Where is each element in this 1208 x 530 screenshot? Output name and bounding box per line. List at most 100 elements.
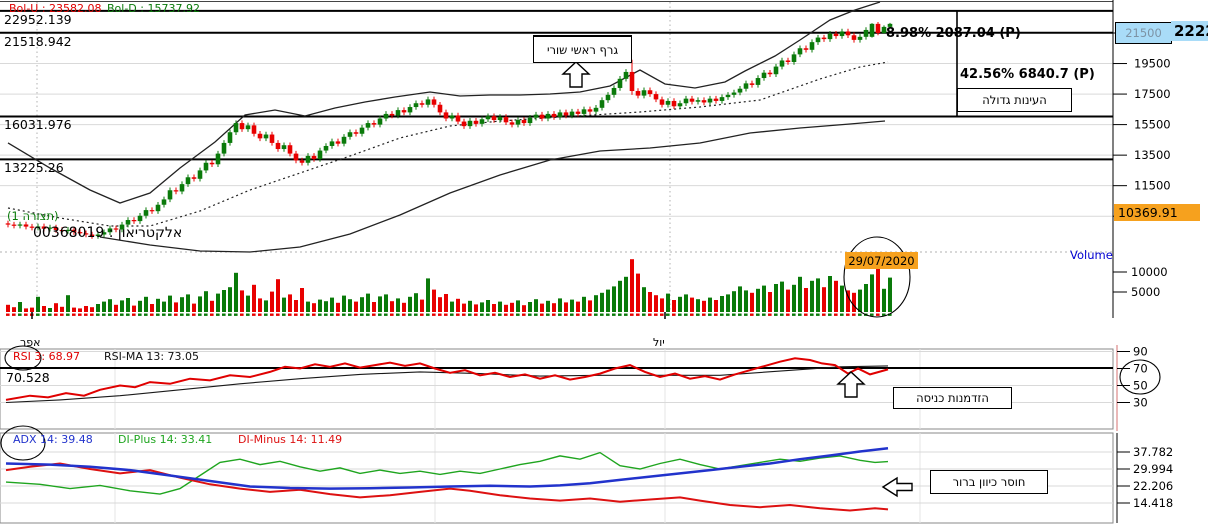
candle-body xyxy=(419,103,425,105)
direction-dash xyxy=(732,313,736,316)
volume-bar xyxy=(708,297,712,312)
direction-dash xyxy=(600,313,604,316)
volume-bar xyxy=(18,302,22,312)
volume-bar xyxy=(132,305,136,312)
direction-dash xyxy=(444,313,448,316)
candle-body xyxy=(407,107,413,113)
direction-dash xyxy=(690,313,694,316)
rsi-label-ellipse[interactable] xyxy=(4,345,42,371)
volume-bar xyxy=(606,289,610,312)
direction-dash xyxy=(192,313,196,316)
high-price-label: 22220 xyxy=(1171,21,1208,41)
volume-bar xyxy=(150,304,154,312)
volume-bar xyxy=(168,295,172,312)
direction-dash xyxy=(162,313,166,316)
candle-body xyxy=(497,116,503,121)
candle-body xyxy=(269,134,275,143)
direction-dash xyxy=(378,313,382,316)
direction-dash xyxy=(660,313,664,316)
direction-dash xyxy=(420,313,424,316)
direction-dash xyxy=(126,313,130,316)
volume-bar xyxy=(42,306,46,312)
price-flag[interactable]: 10369.91 xyxy=(1114,204,1200,221)
volume-bar xyxy=(810,280,814,312)
moving-average-dotted xyxy=(7,61,889,227)
volume-bar xyxy=(294,300,298,312)
direction-dash xyxy=(12,313,16,316)
direction-dash xyxy=(780,313,784,316)
candle-body xyxy=(425,99,431,105)
volume-spike-ellipse[interactable] xyxy=(843,236,911,318)
rsi-tick-label: 90 xyxy=(1133,345,1148,359)
volume-bar xyxy=(486,300,490,312)
volume-bar xyxy=(384,294,388,312)
no-direction-annotation-box[interactable]: חוסר כיוון ברור xyxy=(930,470,1048,494)
bullish-up-arrow[interactable] xyxy=(561,61,591,88)
volume-bar xyxy=(588,300,592,312)
direction-dash xyxy=(300,313,304,316)
candle-body xyxy=(467,120,473,127)
direction-dash xyxy=(588,313,592,316)
volume-bar xyxy=(366,293,370,312)
candle-body xyxy=(335,141,341,144)
direction-dash xyxy=(882,313,886,316)
direction-dash xyxy=(108,313,112,316)
volume-bar xyxy=(162,301,166,312)
candle-body xyxy=(275,142,281,150)
candle-body xyxy=(575,111,581,114)
volume-bar xyxy=(204,291,208,312)
rsi-legend: RSI 3: 68.97 xyxy=(13,350,81,363)
direction-dash xyxy=(702,313,706,316)
direction-dash xyxy=(414,313,418,316)
volume-bar xyxy=(648,292,652,312)
direction-dash xyxy=(324,313,328,316)
entry-annotation-box[interactable]: הזדמנות כניסה xyxy=(893,387,1012,409)
candle-body xyxy=(881,26,887,33)
direction-dash xyxy=(642,313,646,316)
volume-bar xyxy=(858,289,862,312)
adx-left-arrow[interactable] xyxy=(881,476,913,498)
price-tick-label: 15500 xyxy=(1134,118,1171,132)
volume-bar xyxy=(144,296,148,312)
direction-dash xyxy=(612,313,616,316)
direction-dash xyxy=(792,313,796,316)
direction-dash xyxy=(306,313,310,316)
rsi-levels-ellipse[interactable] xyxy=(1119,359,1161,395)
volume-bar xyxy=(798,276,802,312)
rsi-entry-up-arrow[interactable] xyxy=(836,371,866,398)
x-axis-month-label: אפר xyxy=(20,336,41,349)
adx-tick-label: 29.994 xyxy=(1133,462,1173,476)
direction-dash xyxy=(6,313,10,316)
candle-body xyxy=(185,177,191,185)
candle-body xyxy=(131,220,137,222)
direction-dash xyxy=(282,313,286,316)
volume-bar xyxy=(546,300,550,312)
direction-dash xyxy=(582,313,586,316)
di-plus-line xyxy=(5,451,889,495)
candle-body xyxy=(773,66,779,75)
candle-body xyxy=(545,113,551,119)
date-flag[interactable]: 29/07/2020 xyxy=(845,252,918,269)
candle-body xyxy=(413,103,419,108)
candle-body xyxy=(803,48,809,50)
direction-dash xyxy=(888,313,892,316)
attention-annotation-box[interactable]: העינות גדולה xyxy=(957,88,1072,112)
volume-bar xyxy=(792,284,796,312)
volume-bar xyxy=(654,295,658,312)
candle-body xyxy=(551,113,557,117)
volume-bar xyxy=(276,279,280,312)
direction-dash xyxy=(822,313,826,316)
direction-dash xyxy=(96,313,100,316)
volume-bar xyxy=(258,298,262,312)
direction-dash xyxy=(684,313,688,316)
main-trend-annotation-box[interactable]: גרף ראשי שורי xyxy=(533,35,632,63)
rsi-ma-legend: RSI-MA 13: 73.05 xyxy=(104,350,200,363)
direction-dash xyxy=(132,313,136,316)
sr-line-label: 13225.26 xyxy=(4,160,64,176)
candle-body xyxy=(155,204,161,212)
adx-label-ellipse[interactable] xyxy=(0,425,46,461)
direction-dash xyxy=(744,313,748,316)
direction-dash xyxy=(396,313,400,316)
direction-dash xyxy=(240,313,244,316)
candle-body xyxy=(533,114,539,118)
